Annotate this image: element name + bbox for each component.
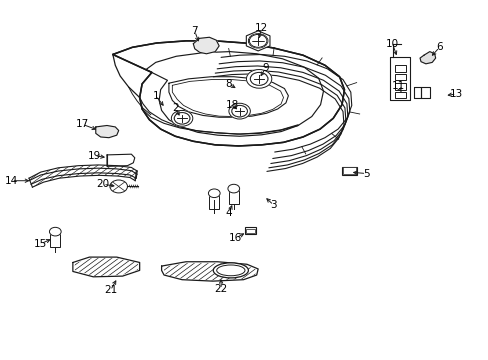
Circle shape — [246, 69, 271, 88]
Bar — [394, 92, 406, 98]
Polygon shape — [389, 57, 409, 100]
Bar — [245, 226, 256, 234]
Ellipse shape — [213, 263, 248, 278]
Polygon shape — [107, 154, 135, 166]
Circle shape — [248, 34, 267, 48]
Polygon shape — [161, 262, 258, 281]
Polygon shape — [113, 41, 344, 146]
Circle shape — [231, 105, 247, 117]
Text: 18: 18 — [225, 100, 239, 111]
Polygon shape — [246, 31, 269, 51]
Bar — [50, 233, 60, 247]
Text: 8: 8 — [225, 79, 232, 89]
Polygon shape — [96, 126, 119, 138]
Polygon shape — [29, 165, 137, 187]
Polygon shape — [413, 87, 420, 98]
Circle shape — [249, 35, 266, 47]
Text: 1: 1 — [152, 91, 159, 101]
Circle shape — [49, 227, 61, 236]
Polygon shape — [73, 257, 140, 277]
Polygon shape — [420, 87, 429, 98]
Text: 22: 22 — [214, 284, 227, 294]
Text: 11: 11 — [391, 81, 404, 91]
Text: 15: 15 — [34, 239, 47, 249]
Text: 4: 4 — [225, 208, 232, 218]
Bar — [228, 190, 238, 204]
Text: 3: 3 — [270, 200, 277, 210]
Circle shape — [228, 103, 250, 119]
Polygon shape — [419, 51, 435, 64]
Text: 7: 7 — [191, 26, 198, 36]
Ellipse shape — [216, 265, 244, 276]
Bar — [394, 74, 406, 80]
Circle shape — [231, 105, 247, 117]
Text: 14: 14 — [5, 176, 18, 186]
Circle shape — [227, 184, 239, 193]
Bar — [394, 83, 406, 90]
Polygon shape — [168, 77, 288, 117]
Text: 19: 19 — [87, 150, 101, 161]
Text: 17: 17 — [76, 120, 89, 129]
Circle shape — [110, 180, 127, 193]
Circle shape — [174, 113, 189, 124]
Text: 2: 2 — [172, 103, 178, 113]
Text: 5: 5 — [363, 168, 369, 179]
Text: 6: 6 — [435, 42, 442, 52]
Text: 13: 13 — [449, 89, 462, 99]
Bar — [394, 65, 406, 72]
Text: 10: 10 — [386, 40, 399, 49]
Circle shape — [171, 111, 192, 126]
Circle shape — [174, 113, 189, 124]
Bar — [341, 167, 356, 175]
Text: 21: 21 — [103, 285, 117, 296]
Circle shape — [250, 72, 267, 85]
Text: 16: 16 — [229, 233, 242, 243]
Bar — [342, 167, 355, 174]
Text: 12: 12 — [254, 23, 267, 33]
Text: 20: 20 — [96, 179, 109, 189]
Circle shape — [208, 189, 220, 198]
Text: 9: 9 — [262, 63, 268, 73]
Circle shape — [250, 72, 267, 85]
Bar — [209, 195, 219, 209]
Polygon shape — [193, 37, 219, 54]
Bar — [246, 229, 255, 233]
